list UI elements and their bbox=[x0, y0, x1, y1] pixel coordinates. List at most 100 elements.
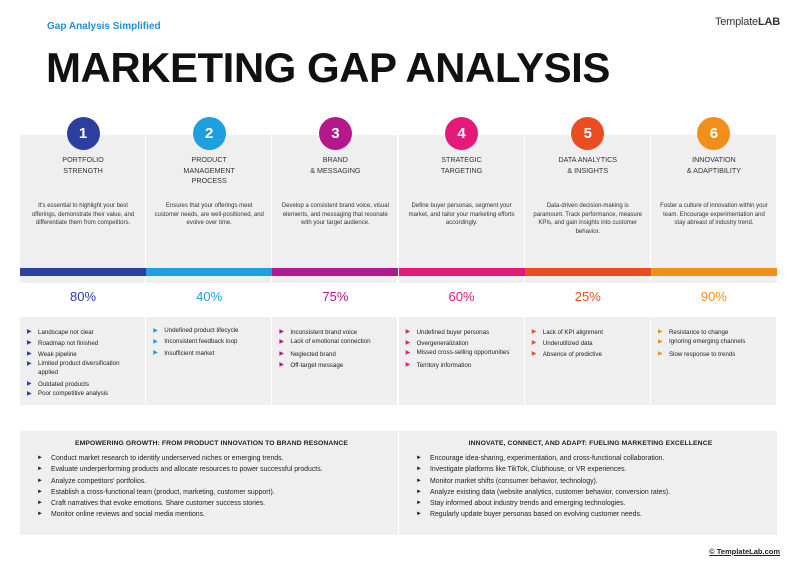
gap-percent: 25% bbox=[574, 289, 601, 304]
triangle-bullet-icon: ▶ bbox=[27, 381, 32, 387]
gap-item: ▶ Undefined product lifecycle bbox=[152, 327, 267, 336]
arrow-bullet-icon: ► bbox=[416, 477, 422, 484]
gap-item: ▶ Territory information bbox=[405, 360, 520, 371]
triangle-bullet-icon: ▶ bbox=[279, 350, 284, 357]
gap-item: ▶ Ignoring emerging channels bbox=[657, 338, 772, 347]
action-item-text: Craft narratives that evoke emotions. Sh… bbox=[51, 500, 266, 508]
gap-item-text: Inconsistent feedback loop bbox=[164, 337, 238, 345]
step-number-badge: 4 bbox=[445, 117, 479, 150]
gap-item: ▶ Landscape not clear bbox=[26, 327, 141, 338]
action-box: EMPOWERING GROWTH: FROM PRODUCT INNOVATI… bbox=[20, 431, 398, 535]
action-item: ► Stay informed about industry trends and… bbox=[416, 498, 765, 509]
gap-item-text: Absence of predictive bbox=[542, 351, 602, 358]
gap-percent: 40% bbox=[196, 289, 223, 304]
triangle-bullet-icon: ▶ bbox=[279, 361, 284, 368]
action-item: ► Establish a cross-functional team (prod… bbox=[37, 487, 386, 498]
gap-item: ▶ Roadmap not finished bbox=[26, 338, 141, 349]
color-bar bbox=[272, 268, 399, 276]
gap-item: ▶ Neglected brand bbox=[278, 349, 393, 360]
arrow-bullet-icon: ► bbox=[37, 455, 43, 461]
column-top-panel bbox=[20, 135, 146, 283]
gap-list-panel: ▶ Undefined buyer personas ▶ Overgeneraliza… bbox=[398, 317, 525, 405]
gap-item: ▶ Overgeneralization bbox=[405, 338, 520, 349]
templatelab-logo[interactable]: TemplateLAB bbox=[715, 11, 780, 28]
column-top-panel bbox=[650, 135, 777, 283]
gap-percent: 90% bbox=[700, 289, 727, 304]
gap-item-text: Insufficient market bbox=[164, 350, 215, 357]
action-item-text: Stay informed about industry trends and … bbox=[430, 500, 626, 508]
step-number-badge: 3 bbox=[318, 117, 352, 150]
action-item: ► Craft narratives that evoke emotions. S… bbox=[37, 498, 386, 509]
column-title: DATA ANALYTICS & INSIGHTS bbox=[558, 155, 618, 175]
action-box: INNOVATE, CONNECT, AND ADAPT: FUELING MA… bbox=[399, 431, 777, 535]
action-item-text: Establish a cross-functional team (produ… bbox=[51, 488, 275, 496]
gap-column: 1 PORTFOLIO STRENGTH It's essential to h… bbox=[20, 117, 146, 405]
action-box-title: EMPOWERING GROWTH: FROM PRODUCT INNOVATI… bbox=[74, 440, 349, 447]
triangle-bullet-icon: ▶ bbox=[405, 340, 411, 346]
column-top-panel bbox=[146, 135, 273, 283]
gap-percent: 80% bbox=[69, 289, 97, 304]
gap-item-text: Underutilized data bbox=[542, 340, 593, 347]
arrow-bullet-icon: ► bbox=[416, 488, 422, 495]
action-item: ► Encourage idea-sharing, experimentation… bbox=[416, 453, 765, 464]
column-top-panel bbox=[272, 135, 399, 283]
arrow-bullet-icon: ► bbox=[416, 511, 422, 518]
gap-item: ▶ Insufficient market bbox=[152, 348, 267, 359]
action-item-text: Investigate platforms like TikTok, Clubh… bbox=[430, 466, 627, 474]
column-description: It's essential to highlight your best of… bbox=[31, 203, 135, 226]
action-item: ► Monitor online reviews and social media… bbox=[37, 509, 386, 520]
arrow-bullet-icon: ► bbox=[416, 455, 422, 461]
arrow-bullet-icon: ► bbox=[37, 477, 43, 484]
action-item: ► Investigate platforms like TikTok, Club… bbox=[416, 464, 765, 475]
logo-suffix: LAB bbox=[757, 16, 780, 28]
gap-item-text: Ignoring emerging channels bbox=[668, 338, 746, 345]
triangle-bullet-icon: ▶ bbox=[153, 338, 158, 345]
gap-item-text: Off-target message bbox=[290, 361, 344, 369]
page-title: MARKETING GAP ANALYSIS bbox=[46, 44, 610, 91]
column-top-panel bbox=[398, 135, 525, 283]
triangle-bullet-icon: ▶ bbox=[279, 339, 284, 345]
gap-item-text: Neglected brand bbox=[290, 350, 336, 358]
gap-item-text: Overgeneralization bbox=[416, 340, 469, 347]
action-item: ► Evaluate underperforming products and a… bbox=[37, 464, 386, 475]
step-number-badge: 5 bbox=[571, 117, 605, 150]
arrow-bullet-icon: ► bbox=[37, 511, 43, 518]
column-top-panel bbox=[524, 135, 651, 283]
arrow-bullet-icon: ► bbox=[416, 466, 422, 473]
gap-item: ▶ Off-target message bbox=[278, 360, 393, 371]
gap-item-text: Undefined buyer personas bbox=[416, 329, 490, 336]
action-item: ► Analyze competitors' portfolios. bbox=[37, 476, 386, 487]
triangle-bullet-icon: ▶ bbox=[153, 350, 158, 356]
triangle-bullet-icon: ▶ bbox=[531, 340, 537, 346]
column-description: Develop a consistent brand voice, visual… bbox=[281, 203, 389, 226]
gap-list-panel: ▶ Undefined product lifecycle ▶ Inconsisten… bbox=[146, 317, 273, 405]
gap-item: ▶ Inconsistent feedback loop bbox=[152, 338, 267, 347]
column-title: BRAND & MESSAGING bbox=[310, 155, 361, 175]
column-title: PRODUCT MANAGEMENT PROCESS bbox=[183, 155, 235, 185]
step-number-badge: 1 bbox=[66, 117, 100, 150]
gap-item-text: Poor competitive analysis bbox=[38, 390, 109, 397]
color-bar bbox=[398, 268, 525, 276]
gap-item-text: Weak pipeline bbox=[38, 351, 77, 358]
gap-columns: 1 PORTFOLIO STRENGTH It's essential to h… bbox=[20, 117, 777, 405]
column-title: INNOVATION & ADAPTIBILITY bbox=[686, 155, 742, 175]
gap-percent: 60% bbox=[448, 289, 475, 304]
gap-item: ▶ Missed cross-selling opportunities bbox=[405, 349, 520, 358]
action-boxes: EMPOWERING GROWTH: FROM PRODUCT INNOVATI… bbox=[20, 431, 777, 535]
column-description: Define buyer personas, segment your mark… bbox=[408, 203, 515, 226]
copyright-link[interactable]: © TemplateLab.com bbox=[709, 547, 780, 556]
triangle-bullet-icon: ▶ bbox=[531, 329, 537, 335]
column-title: STRATEGIC TARGETING bbox=[440, 155, 483, 175]
triangle-bullet-icon: ▶ bbox=[27, 391, 32, 397]
gap-item: ▶ Lack of KPI alignment bbox=[531, 327, 646, 338]
arrow-bullet-icon: ► bbox=[416, 500, 422, 507]
triangle-bullet-icon: ▶ bbox=[153, 328, 158, 334]
triangle-bullet-icon: ▶ bbox=[405, 350, 411, 356]
gap-item: ▶ Weak pipeline bbox=[26, 349, 141, 360]
gap-item: ▶ Poor competitive analysis bbox=[26, 390, 141, 399]
gap-item-text: Slow response to trends bbox=[668, 350, 736, 358]
gap-item: ▶ Lack of emotional connection bbox=[278, 338, 393, 347]
step-number-badge: 6 bbox=[697, 117, 731, 150]
color-bar bbox=[524, 268, 651, 276]
gap-column: 6 INNOVATION & ADAPTIBILITY Foster a cul… bbox=[650, 117, 777, 405]
